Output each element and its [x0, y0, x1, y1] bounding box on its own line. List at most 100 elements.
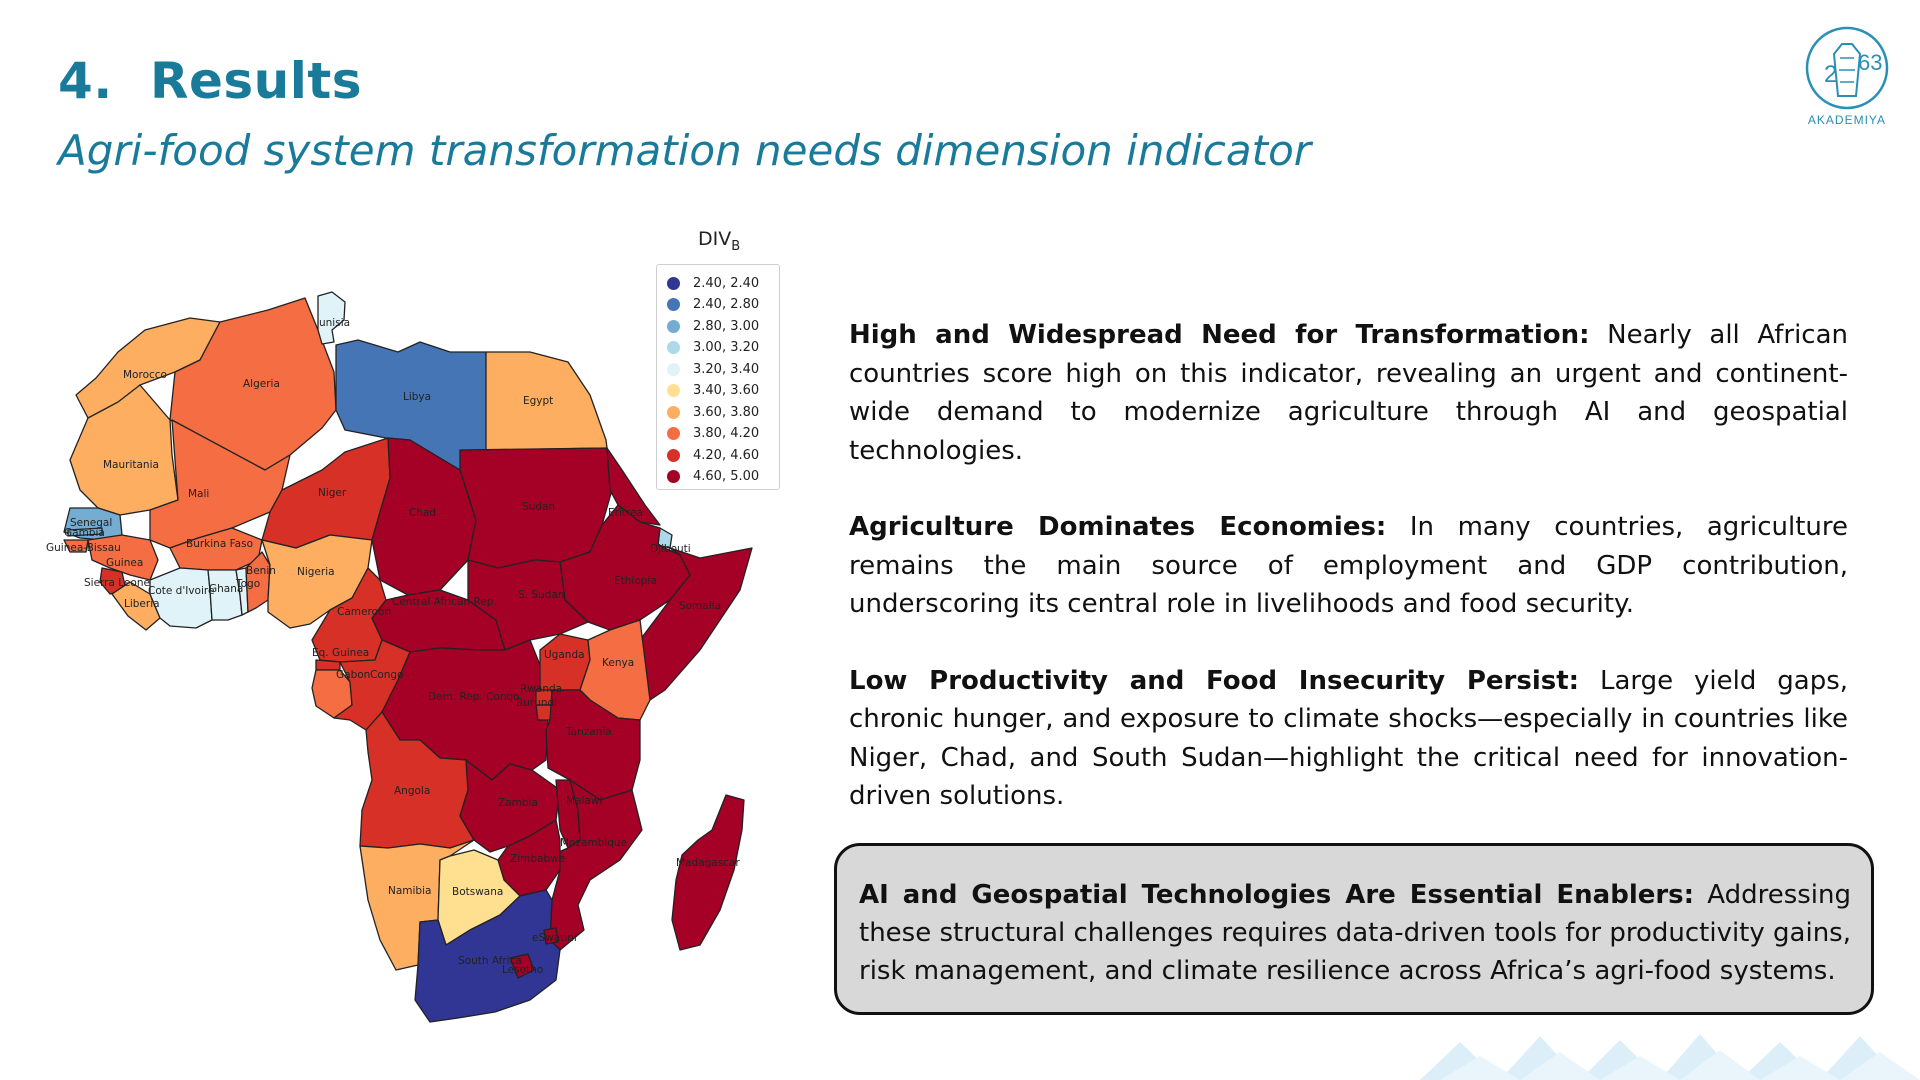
legend-item: 3.40, 3.60: [667, 381, 759, 401]
label-mozambique: Mozambique: [560, 837, 627, 849]
legend-label: 3.80, 4.20: [693, 426, 760, 441]
logo-mark-right: 63: [1858, 50, 1882, 75]
country-south-africa: [414, 889, 561, 1023]
label-liberia: Liberia: [124, 598, 160, 610]
label-burundi: Burundi: [516, 697, 557, 709]
title-text: Results: [150, 52, 363, 110]
legend-swatch: [667, 384, 680, 397]
legend-item: 3.00, 3.20: [667, 338, 759, 358]
label-uganda: Uganda: [544, 649, 585, 661]
decorative-pattern-icon: [1420, 1034, 1920, 1080]
country-tunisia: [317, 291, 346, 345]
label-malawi: Malawi: [566, 795, 602, 807]
logo-text: AKADEMIYA: [1807, 113, 1887, 127]
legend-label: 3.00, 3.20: [693, 340, 760, 355]
finding-paragraph: Low Productivity and Food Insecurity Per…: [849, 662, 1848, 816]
label-chad: Chad: [409, 507, 436, 519]
legend-title-text: DIV: [698, 228, 732, 250]
label-tanzania: Tanzania: [565, 726, 612, 738]
country-guinea-bissau: [63, 539, 89, 553]
label-burkina-faso: Burkina Faso: [186, 538, 253, 550]
label-eswatini: eSwatini: [532, 932, 577, 944]
africa-choropleth-map: unisia Morocco Algeria Libya Egypt Mauri…: [42, 222, 802, 1042]
finding-heading: Agriculture Dominates Economies:: [849, 512, 1387, 542]
label-congo: Congo: [370, 669, 404, 681]
label-djibouti: Djibouti: [650, 543, 691, 555]
finding-paragraph: High and Widespread Need for Transformat…: [849, 316, 1848, 470]
finding-body: Nearly all African countries score high …: [849, 320, 1849, 466]
legend-swatch: [667, 448, 680, 462]
legend-item: 2.80, 3.00: [667, 316, 759, 336]
label-niger: Niger: [318, 487, 347, 499]
label-senegal: Senegal: [70, 517, 112, 529]
label-madagascar: Madagascar: [676, 857, 740, 869]
legend-label: 2.40, 2.40: [693, 275, 760, 291]
callout-body: Addressing these structural challenges r…: [859, 880, 1851, 986]
label-mali: Mali: [188, 488, 209, 500]
label-angola: Angola: [394, 785, 430, 797]
callout-heading: AI and Geospatial Technologies Are Essen…: [859, 880, 1695, 910]
label-eq-guinea: Eq. Guinea: [312, 647, 369, 659]
label-cameroon: Cameroon: [337, 606, 391, 618]
legend-item: 3.20, 3.40: [667, 359, 759, 379]
country-algeria: [169, 297, 337, 471]
slide-subtitle: Agri-food system transformation needs di…: [58, 126, 1312, 175]
callout-box: AI and Geospatial Technologies Are Essen…: [834, 843, 1874, 1015]
legend-item: 2.40, 2.40: [667, 273, 759, 293]
country-eswatini: [543, 927, 559, 945]
legend-item: 4.20, 4.60: [667, 445, 759, 465]
legend-label: 3.40, 3.60: [693, 383, 760, 398]
label-morocco: Morocco: [123, 369, 167, 381]
legend-label: 4.60, 5.00: [693, 469, 760, 484]
legend-item: 2.40, 2.80: [667, 295, 759, 315]
label-togo: Togo: [235, 578, 260, 590]
label-zambia: Zambia: [498, 797, 538, 809]
label-algeria: Algeria: [243, 378, 280, 390]
map-legend: 2.40, 2.40 2.40, 2.80 2.80, 3.00 3.00, 3.20…: [656, 264, 780, 490]
label-benin: Benin: [246, 565, 276, 577]
findings-text: High and Widespread Need for Transformat…: [849, 316, 1848, 854]
finding-body: In many countries, agriculture remains t…: [849, 512, 1848, 619]
legend-label: 4.20, 4.60: [693, 447, 760, 463]
country-togo: [235, 567, 249, 616]
label-ethiopia: Ethiopia: [614, 575, 657, 587]
label-guinea-bissau: Guinea-Bissau: [46, 542, 121, 554]
legend-swatch: [667, 276, 680, 290]
legend-label: 2.40, 2.80: [693, 297, 760, 312]
finding-body: Large yield gaps, chronic hunger, and ex…: [849, 665, 1849, 812]
label-guinea: Guinea: [106, 557, 143, 569]
finding-heading: High and Widespread Need for Transformat…: [849, 320, 1590, 350]
label-nigeria: Nigeria: [297, 566, 335, 578]
legend-swatch: [667, 341, 680, 354]
country-madagascar: [671, 794, 745, 951]
legend-title: DIVB: [698, 228, 740, 254]
finding-paragraph: Agriculture Dominates Economies: In many…: [849, 508, 1848, 624]
label-libya: Libya: [403, 391, 431, 403]
country-labels: unisia Morocco Algeria Libya Egypt Mauri…: [46, 317, 740, 976]
label-botswana: Botswana: [452, 886, 503, 898]
legend-swatch: [667, 470, 680, 483]
akademiya-logo-icon: 2 63: [1805, 26, 1889, 110]
country-gambia: [67, 527, 103, 537]
label-sudan: Sudan: [522, 501, 555, 513]
label-somalia: Somalia: [679, 600, 721, 612]
label-kenya: Kenya: [602, 657, 634, 669]
label-ghana: Ghana: [209, 583, 243, 595]
label-gabon: Gabon: [336, 669, 370, 681]
legend-swatch: [667, 298, 680, 311]
label-mauritania: Mauritania: [103, 459, 159, 471]
label-gambia: Gambia: [64, 527, 105, 539]
section-number: 4.: [58, 52, 113, 110]
legend-item: 4.60, 5.00: [667, 467, 759, 487]
legend-swatch: [667, 319, 680, 333]
label-central-african-rep: Central African Rep.: [392, 596, 497, 608]
map-svg: unisia Morocco Algeria Libya Egypt Mauri…: [46, 291, 753, 1023]
country-lesotho: [509, 953, 535, 979]
label-cote-d-ivoire: Cote d'Ivoire: [148, 585, 214, 597]
label-rwanda: Rwanda: [520, 683, 562, 695]
label-egypt: Egypt: [523, 395, 553, 407]
label-zimbabwe: Zimbabwe: [510, 853, 565, 865]
label-eritrea: Eritrea: [608, 507, 643, 519]
label-lesotho: Lesotho: [502, 964, 543, 976]
finding-heading: Low Productivity and Food Insecurity Per…: [849, 665, 1580, 696]
